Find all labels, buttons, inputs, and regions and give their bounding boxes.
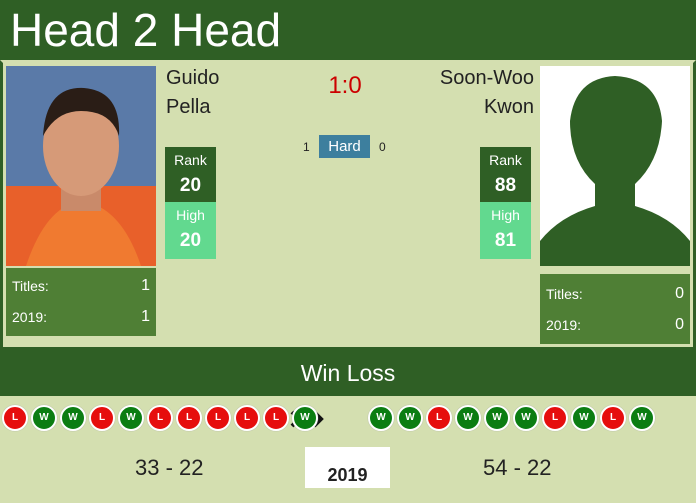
stats-box: Titles: 0 2019: 0 — [540, 274, 690, 344]
form-result: W — [629, 405, 655, 431]
title: Head 2 Head — [10, 4, 282, 56]
high-box: High 20 — [165, 202, 216, 259]
form-result: L — [600, 405, 626, 431]
stat-label: Titles: — [12, 278, 49, 294]
form-result: W — [455, 405, 481, 431]
stat-label: 2019: — [546, 317, 582, 333]
page: Head 2 Head Guido Pella Soon-Woo Kwon 1:… — [0, 0, 696, 488]
form-result: W — [484, 405, 510, 431]
high-label: High — [491, 207, 520, 223]
rank: 20 — [179, 175, 202, 196]
form-result: W — [118, 405, 144, 431]
form-result: W — [31, 405, 57, 431]
rank-box: Rank 20 — [165, 147, 216, 202]
form-result: L — [542, 405, 568, 431]
form-result: L — [2, 405, 28, 431]
form-result: L — [426, 405, 452, 431]
high-label: High — [176, 207, 205, 223]
last-name: Pella — [166, 96, 211, 118]
form-result: L — [147, 405, 173, 431]
form-result: W — [292, 405, 318, 431]
form-result: W — [571, 405, 597, 431]
form-result: L — [234, 405, 260, 431]
first-name: Guido — [166, 67, 220, 89]
section-bar: Win Loss — [0, 350, 696, 396]
form-result: W — [397, 405, 423, 431]
stat-label: Titles: — [546, 286, 583, 302]
stat-value: 0 — [675, 285, 684, 302]
high-box: High 81 — [480, 202, 531, 259]
stat-value: 1 — [141, 277, 150, 294]
stats-box: Titles: 1 2019: 1 — [6, 268, 156, 336]
form-result: L — [263, 405, 289, 431]
player-photo — [6, 66, 156, 266]
surface-left: 1 — [303, 140, 310, 154]
form-result: W — [513, 405, 539, 431]
last-name: Kwon — [483, 96, 534, 118]
form-result: L — [176, 405, 202, 431]
surface: Hard — [319, 135, 370, 158]
stat-value: 0 — [675, 316, 684, 333]
rank-label: Rank — [489, 152, 522, 168]
first-name: Soon-Woo — [439, 67, 534, 89]
player-photo — [540, 66, 690, 266]
high: 81 — [494, 230, 517, 251]
stat-label: 2019: — [12, 309, 48, 325]
rank-box: Rank 88 — [480, 147, 531, 202]
form-result: L — [89, 405, 115, 431]
year-tab[interactable]: 2019 — [305, 447, 390, 488]
high: 20 — [179, 230, 202, 251]
rank-label: Rank — [174, 152, 207, 168]
header: Head 2 Head — [0, 0, 696, 60]
stat-value: 1 — [141, 308, 150, 325]
record: 54 - 22 — [483, 455, 552, 480]
record: 33 - 22 — [135, 455, 204, 480]
form-result: W — [368, 405, 394, 431]
form-result: L — [205, 405, 231, 431]
rank: 88 — [494, 175, 517, 196]
surface-right: 0 — [379, 140, 386, 154]
score: 1:0 — [328, 72, 362, 99]
form-result: W — [60, 405, 86, 431]
